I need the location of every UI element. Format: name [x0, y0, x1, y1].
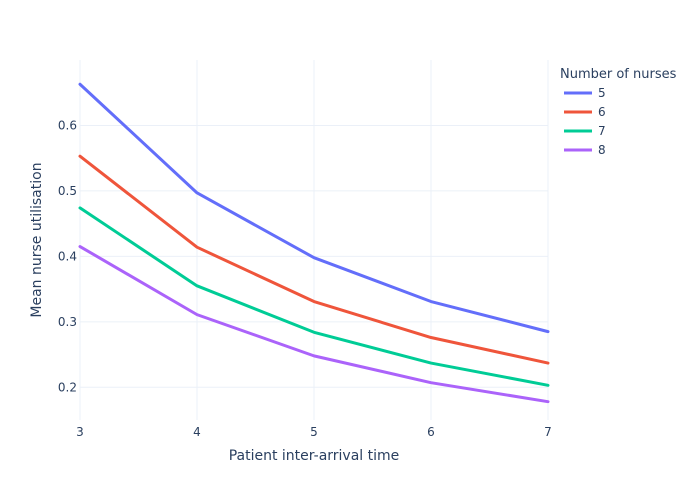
gridlines [79, 60, 549, 420]
series-line-5 [78, 82, 550, 334]
series-lines [78, 82, 550, 404]
legend-item-8[interactable]: 8 [564, 143, 606, 157]
y-tick-label: 0.6 [58, 118, 77, 132]
legend-label: 6 [598, 105, 606, 119]
series-line-7 [78, 206, 550, 387]
y-tick-label: 0.5 [58, 184, 77, 198]
legend-label: 8 [598, 143, 606, 157]
legend-item-7[interactable]: 7 [564, 124, 606, 138]
x-tick-label: 7 [544, 425, 552, 439]
x-tick-label: 5 [310, 425, 318, 439]
legend-item-6[interactable]: 6 [564, 105, 606, 119]
x-tick-label: 6 [427, 425, 435, 439]
legend-title: Number of nurses [560, 67, 677, 82]
series-line-8 [78, 245, 550, 404]
x-tick-label: 4 [193, 425, 201, 439]
x-tick-labels: 3 4 5 6 7 [76, 425, 552, 439]
series-line-6 [78, 154, 550, 365]
y-tick-labels: 0.2 0.3 0.4 0.5 0.6 [58, 118, 77, 394]
x-axis-title: Patient inter-arrival time [229, 448, 400, 464]
y-axis-title: Mean nurse utilisation [29, 162, 45, 317]
legend-item-5[interactable]: 5 [564, 86, 606, 100]
y-tick-label: 0.3 [58, 315, 77, 329]
x-tick-label: 3 [76, 425, 84, 439]
legend[interactable]: Number of nurses 5 6 7 8 [560, 67, 677, 157]
legend-label: 7 [598, 124, 606, 138]
y-tick-label: 0.2 [58, 380, 77, 394]
y-tick-label: 0.4 [58, 249, 77, 263]
legend-label: 5 [598, 86, 606, 100]
